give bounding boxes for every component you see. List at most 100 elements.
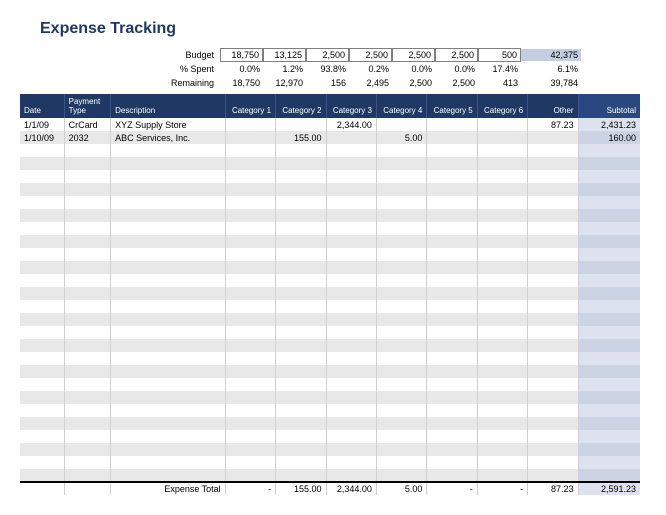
- table-cell[interactable]: [111, 417, 226, 430]
- table-cell[interactable]: [111, 196, 226, 209]
- table-cell[interactable]: [276, 352, 326, 365]
- table-cell[interactable]: [427, 248, 477, 261]
- table-cell[interactable]: [376, 404, 426, 417]
- table-cell[interactable]: [528, 300, 578, 313]
- table-cell[interactable]: [111, 443, 226, 456]
- table-cell[interactable]: [528, 339, 578, 352]
- table-cell[interactable]: [225, 443, 275, 456]
- table-cell[interactable]: [578, 326, 640, 339]
- table-cell[interactable]: [225, 157, 275, 170]
- table-cell[interactable]: [64, 183, 110, 196]
- table-cell[interactable]: [326, 261, 376, 274]
- table-cell[interactable]: [225, 170, 275, 183]
- table-cell[interactable]: [477, 183, 527, 196]
- table-cell[interactable]: [276, 118, 326, 131]
- table-cell[interactable]: [276, 365, 326, 378]
- table-cell[interactable]: [276, 378, 326, 391]
- table-cell[interactable]: [276, 469, 326, 482]
- table-cell[interactable]: [528, 417, 578, 430]
- table-cell[interactable]: [528, 404, 578, 417]
- table-cell[interactable]: [20, 339, 64, 352]
- table-cell[interactable]: [64, 261, 110, 274]
- table-cell[interactable]: 87.23: [528, 118, 578, 131]
- table-cell[interactable]: [528, 222, 578, 235]
- table-cell[interactable]: [477, 144, 527, 157]
- table-cell[interactable]: [528, 196, 578, 209]
- table-cell[interactable]: [376, 157, 426, 170]
- table-cell[interactable]: [326, 287, 376, 300]
- table-cell[interactable]: [376, 170, 426, 183]
- table-cell[interactable]: [427, 274, 477, 287]
- table-cell[interactable]: 1/10/09: [20, 131, 64, 144]
- table-cell[interactable]: [578, 300, 640, 313]
- table-cell[interactable]: [427, 131, 477, 144]
- table-cell[interactable]: [477, 469, 527, 482]
- table-cell[interactable]: [20, 157, 64, 170]
- table-cell[interactable]: [427, 417, 477, 430]
- table-cell[interactable]: [528, 391, 578, 404]
- table-cell[interactable]: [477, 313, 527, 326]
- table-cell[interactable]: XYZ Supply Store: [111, 118, 226, 131]
- table-cell[interactable]: [326, 391, 376, 404]
- table-cell[interactable]: [111, 157, 226, 170]
- table-cell[interactable]: [376, 300, 426, 313]
- table-cell[interactable]: [225, 391, 275, 404]
- table-cell[interactable]: [528, 365, 578, 378]
- table-cell[interactable]: [276, 144, 326, 157]
- table-cell[interactable]: [427, 261, 477, 274]
- table-cell[interactable]: [528, 443, 578, 456]
- table-cell[interactable]: [276, 170, 326, 183]
- table-cell[interactable]: [20, 274, 64, 287]
- table-cell[interactable]: [111, 326, 226, 339]
- table-cell[interactable]: [427, 365, 477, 378]
- table-cell[interactable]: [111, 183, 226, 196]
- table-cell[interactable]: [578, 404, 640, 417]
- table-cell[interactable]: [111, 261, 226, 274]
- table-cell[interactable]: [578, 196, 640, 209]
- table-cell[interactable]: [326, 404, 376, 417]
- table-cell[interactable]: [376, 326, 426, 339]
- table-cell[interactable]: [64, 391, 110, 404]
- table-cell[interactable]: [427, 404, 477, 417]
- table-cell[interactable]: [326, 300, 376, 313]
- table-cell[interactable]: [64, 196, 110, 209]
- table-cell[interactable]: [326, 365, 376, 378]
- table-cell[interactable]: [20, 326, 64, 339]
- table-cell[interactable]: 5.00: [376, 131, 426, 144]
- table-cell[interactable]: [528, 131, 578, 144]
- table-cell[interactable]: [326, 352, 376, 365]
- table-cell[interactable]: [477, 430, 527, 443]
- table-cell[interactable]: [20, 183, 64, 196]
- table-cell[interactable]: [111, 248, 226, 261]
- table-cell[interactable]: [111, 339, 226, 352]
- table-cell[interactable]: [326, 339, 376, 352]
- table-cell[interactable]: [326, 417, 376, 430]
- table-cell[interactable]: [326, 222, 376, 235]
- table-cell[interactable]: [64, 443, 110, 456]
- table-cell[interactable]: [477, 222, 527, 235]
- table-cell[interactable]: [427, 352, 477, 365]
- table-cell[interactable]: [326, 170, 376, 183]
- table-cell[interactable]: [225, 209, 275, 222]
- table-cell[interactable]: [64, 287, 110, 300]
- table-cell[interactable]: [20, 469, 64, 482]
- table-cell[interactable]: [578, 430, 640, 443]
- table-cell[interactable]: [20, 222, 64, 235]
- table-cell[interactable]: [111, 352, 226, 365]
- table-cell[interactable]: [376, 209, 426, 222]
- table-cell[interactable]: [111, 469, 226, 482]
- table-cell[interactable]: [20, 170, 64, 183]
- table-cell[interactable]: [376, 287, 426, 300]
- table-cell[interactable]: [20, 352, 64, 365]
- table-cell[interactable]: [225, 183, 275, 196]
- table-cell[interactable]: [276, 209, 326, 222]
- table-cell[interactable]: [376, 365, 426, 378]
- table-cell[interactable]: 1/1/09: [20, 118, 64, 131]
- table-cell[interactable]: [427, 300, 477, 313]
- table-cell[interactable]: [477, 235, 527, 248]
- table-cell[interactable]: [578, 313, 640, 326]
- table-cell[interactable]: [376, 144, 426, 157]
- table-cell[interactable]: [326, 196, 376, 209]
- table-cell[interactable]: [477, 391, 527, 404]
- table-cell[interactable]: [326, 443, 376, 456]
